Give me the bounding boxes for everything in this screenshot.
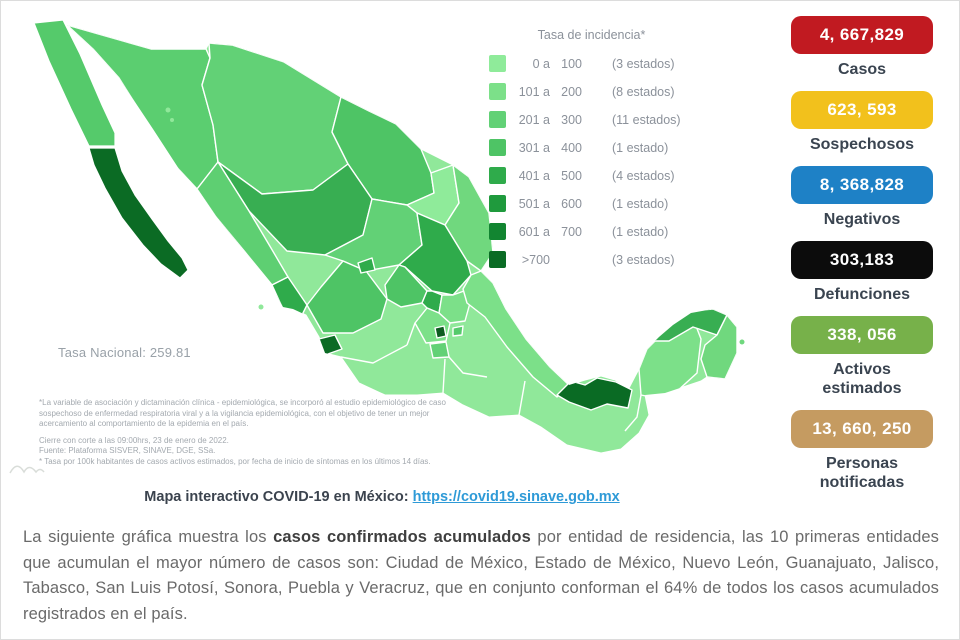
casos-label: Casos bbox=[837, 61, 887, 78]
island-cozumel bbox=[739, 339, 745, 345]
state-border-line bbox=[406, 322, 416, 346]
state-cdmx bbox=[434, 325, 447, 339]
negativos-label: Negativos bbox=[823, 211, 901, 228]
state-tlaxcala bbox=[452, 325, 464, 337]
defunciones-badge: 303,183 bbox=[791, 241, 933, 279]
legend-range: 201 a bbox=[518, 112, 550, 127]
sospechosos-label: Sospechosos bbox=[809, 136, 915, 153]
footnotes: *La variable de asociación y dictaminaci… bbox=[39, 398, 469, 467]
state-baja-california bbox=[33, 19, 116, 147]
footnote-source: Fuente: Plataforma SISVER, SINAVE, DGE, … bbox=[39, 446, 216, 455]
legend-states: (8 estados) bbox=[612, 84, 675, 99]
map-link-line: Mapa interactivo COVID-19 en México: htt… bbox=[1, 489, 763, 505]
legend-range: 601 a bbox=[518, 224, 550, 239]
state-border-line bbox=[442, 358, 446, 394]
state-tabasco bbox=[556, 377, 633, 411]
notificadas-label: Personas notificadas bbox=[819, 455, 905, 491]
legend-range: 401 a bbox=[518, 168, 550, 183]
legend-swatch bbox=[489, 139, 506, 156]
legend-states: (11 estados) bbox=[612, 112, 681, 127]
island bbox=[165, 107, 171, 113]
legend-row: >700 (3 estados) bbox=[489, 251, 684, 268]
state-morelos bbox=[429, 341, 450, 359]
legend-states: (1 estado) bbox=[612, 140, 669, 155]
footnote-variable: *La variable de asociación y dictaminaci… bbox=[39, 398, 446, 428]
island bbox=[170, 118, 174, 122]
national-rate-label: Tasa Nacional: 259.81 bbox=[58, 345, 191, 360]
casos-badge: 4, 667,829 bbox=[791, 16, 933, 54]
legend-title: Tasa de incidencia* bbox=[537, 28, 646, 42]
legend-value: 500 bbox=[561, 168, 582, 183]
legend-row: 401 a 500 (4 estados) bbox=[489, 167, 684, 184]
state-baja-california-sur bbox=[88, 147, 189, 279]
incidence-legend: Tasa de incidencia* 0 a 100 (3 estados) … bbox=[489, 28, 684, 279]
legend-range: >700 bbox=[521, 252, 550, 267]
paragraph-bold: casos confirmados acumulados bbox=[273, 528, 531, 546]
legend-swatch bbox=[489, 55, 506, 72]
legend-value: 200 bbox=[561, 84, 582, 99]
state-aguascalientes bbox=[357, 257, 376, 274]
legend-value: 100 bbox=[561, 56, 582, 71]
legend-value: 300 bbox=[561, 112, 582, 127]
legend-states: (3 estados) bbox=[612, 252, 675, 267]
state-border-line bbox=[624, 394, 642, 432]
state-border-line bbox=[518, 380, 526, 416]
map-link-label: Mapa interactivo COVID-19 en México: bbox=[144, 489, 409, 505]
activos-badge: 338, 056 bbox=[791, 316, 933, 354]
legend-row: 501 a 600 (1 estado) bbox=[489, 195, 684, 212]
legend-swatch bbox=[489, 195, 506, 212]
paragraph-post: por entidad de residencia, las 10 primer… bbox=[23, 528, 940, 623]
sinave-link[interactable]: https://covid19.sinave.gob.mx bbox=[412, 489, 620, 505]
legend-row: 0 a 100 (3 estados) bbox=[489, 55, 684, 72]
legend-swatch bbox=[489, 83, 506, 100]
activos-label: Activos estimados bbox=[822, 361, 902, 397]
state-border-line bbox=[340, 344, 408, 364]
legend-range: 0 a bbox=[532, 56, 550, 71]
legend-range: 501 a bbox=[518, 196, 550, 211]
island bbox=[258, 304, 264, 310]
state-border-line bbox=[448, 356, 488, 378]
legend-states: (4 estados) bbox=[612, 168, 675, 183]
legend-states: (1 estado) bbox=[612, 196, 669, 211]
footnote-rate: * Tasa por 100k habitantes de casos acti… bbox=[39, 456, 431, 466]
legend-row: 101 a 200 (8 estados) bbox=[489, 83, 684, 100]
notificadas-badge: 13, 660, 250 bbox=[791, 410, 933, 448]
legend-row: 601 a 700 (1 estado) bbox=[489, 223, 684, 240]
description-paragraph: La siguiente gráfica muestra los casos c… bbox=[23, 525, 939, 627]
stats-column: 4, 667,829 Casos 623, 593 Sospechosos 8,… bbox=[791, 16, 933, 504]
legend-range: 301 a bbox=[518, 140, 550, 155]
legend-value: 400 bbox=[561, 140, 582, 155]
state-quintana-roo bbox=[700, 314, 737, 380]
legend-swatch bbox=[489, 167, 506, 184]
legend-value: 700 bbox=[561, 224, 582, 239]
legend-states: (3 estados) bbox=[612, 56, 675, 71]
legend-states: (1 estado) bbox=[612, 224, 669, 239]
mountain-watermark bbox=[9, 465, 45, 474]
legend-swatch bbox=[489, 251, 506, 268]
legend-swatch bbox=[489, 111, 506, 128]
legend-swatch bbox=[489, 223, 506, 240]
sospechosos-badge: 623, 593 bbox=[791, 91, 933, 129]
footnote-cutoff: Cierre con corte a las 09:00hrs, 23 de e… bbox=[39, 435, 229, 445]
legend-range: 101 a bbox=[518, 84, 550, 99]
defunciones-label: Defunciones bbox=[813, 286, 910, 303]
legend-row: 301 a 400 (1 estado) bbox=[489, 139, 684, 156]
legend-row: 201 a 300 (11 estados) bbox=[489, 111, 684, 128]
mexico-choropleth-map bbox=[33, 19, 745, 454]
legend-value: 600 bbox=[561, 196, 582, 211]
negativos-badge: 8, 368,828 bbox=[791, 166, 933, 204]
paragraph-pre: La siguiente gráfica muestra los bbox=[23, 528, 274, 546]
